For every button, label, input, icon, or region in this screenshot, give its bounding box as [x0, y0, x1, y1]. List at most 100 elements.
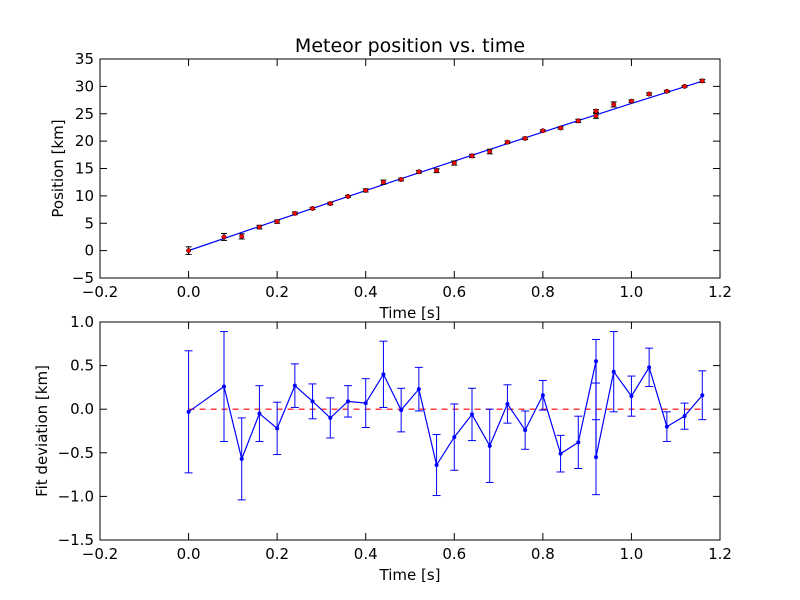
deviation-point: [346, 399, 350, 404]
chart-title: Meteor position vs. time: [295, 35, 525, 57]
deviation-point: [452, 435, 457, 440]
y-tick-label-top: 35: [75, 50, 94, 68]
deviation-point: [275, 426, 280, 431]
plot-area-top: [100, 59, 720, 278]
deviation-point: [363, 401, 368, 406]
position-point: [611, 101, 617, 107]
deviation-point: [328, 415, 333, 420]
deviation-point: [186, 409, 191, 414]
y-tick-label-bottom: 1.0: [70, 313, 94, 331]
position-point: [646, 91, 652, 97]
deviation-point: [416, 387, 421, 392]
position-points-series: [185, 78, 706, 255]
position-point: [256, 224, 262, 230]
deviation-point: [505, 401, 510, 406]
position-point: [699, 78, 705, 84]
y-tick-label-bottom: −1.5: [58, 531, 94, 549]
position-point: [628, 98, 634, 104]
y-tick-label-bottom: −0.5: [58, 444, 94, 462]
deviation-point: [576, 440, 581, 445]
position-point: [434, 168, 440, 174]
axis-ticks-top: −0.2 0.0 0.2 0.4 0.6 0.8 1.0 1.2 −5 0 5 10 15 20 25 30 3…: [72, 50, 732, 301]
position-point: [540, 128, 546, 134]
position-point: [221, 234, 227, 240]
position-point: [522, 135, 528, 141]
deviation-point: [540, 393, 545, 398]
position-point: [310, 206, 316, 211]
x-tick-label-bottom: 1.0: [619, 545, 643, 563]
x-tick-label-bottom: 0.0: [177, 545, 201, 563]
x-axis-label-bottom: Time [s]: [379, 566, 441, 584]
plot-frame-top: [99, 58, 721, 279]
position-point: [327, 201, 333, 206]
deviation-series: [184, 331, 707, 501]
deviation-point: [682, 414, 687, 419]
deviation-point: [239, 456, 244, 461]
x-tick-label-bottom: 0.2: [265, 545, 289, 563]
y-tick-label-top: 25: [75, 105, 94, 123]
deviation-point: [664, 424, 669, 429]
x-tick-label-top: 0.4: [354, 283, 378, 301]
y-tick-label-top: −5: [72, 269, 94, 287]
x-axis-label-top: Time [s]: [379, 304, 441, 322]
deviation-point: [470, 412, 474, 417]
x-tick-label-bottom: −0.2: [82, 545, 118, 563]
position-point: [363, 187, 369, 193]
position-point: [398, 177, 404, 182]
deviation-point: [292, 383, 297, 388]
x-tick-label-top: 0.6: [442, 283, 466, 301]
x-tick-label-bottom: 0.6: [442, 545, 466, 563]
x-tick-label-top: 1.0: [619, 283, 643, 301]
position-point: [664, 88, 670, 94]
position-point: [682, 83, 688, 89]
deviation-point: [594, 455, 598, 460]
plot-area-bottom: [100, 322, 720, 540]
y-tick-label-top: 30: [75, 77, 94, 95]
x-tick-label-bottom: 0.4: [354, 545, 378, 563]
position-point: [292, 210, 298, 216]
deviation-chart: Time [s] Fit deviation [km] −0.2 0.0 0.2 0.…: [33, 313, 732, 584]
position-point: [558, 125, 564, 131]
deviation-point: [399, 408, 404, 413]
deviation-point: [594, 359, 598, 364]
deviation-point: [257, 411, 262, 416]
position-point: [345, 193, 351, 199]
position-point: [239, 233, 245, 239]
position-point: [469, 153, 475, 159]
y-tick-label-bottom: −1.0: [58, 487, 94, 505]
deviation-line: [188, 361, 703, 467]
position-point: [504, 139, 510, 145]
y-tick-label-top: 0: [84, 242, 94, 260]
deviation-point: [487, 443, 492, 448]
y-tick-label-top: 15: [75, 160, 94, 178]
x-tick-label-top: 0.8: [531, 283, 555, 301]
position-chart: Meteor position vs. time Time [s] Positi…: [49, 35, 732, 322]
plot-frame-bottom: [99, 321, 721, 541]
x-tick-label-top: 0.0: [177, 283, 201, 301]
deviation-point: [700, 393, 705, 398]
deviation-point: [523, 428, 528, 433]
deviation-point: [558, 451, 563, 456]
position-point: [416, 169, 422, 175]
y-tick-label-top: 5: [84, 214, 94, 232]
position-point: [380, 179, 386, 185]
position-point: [186, 248, 192, 254]
deviation-point: [629, 394, 634, 399]
axis-ticks-bottom: −0.2 0.0 0.2 0.4 0.6 0.8 1.0 1.2 −1.5 −1.0 −0.5 0.0…: [58, 313, 732, 563]
x-tick-label-top: 1.2: [708, 283, 732, 301]
x-tick-label-bottom: 1.2: [708, 545, 732, 563]
position-point: [451, 160, 457, 166]
position-point: [593, 108, 599, 114]
y-tick-label-bottom: 0.5: [70, 357, 94, 375]
deviation-point: [647, 365, 652, 370]
deviation-point: [434, 463, 439, 468]
y-axis-label-top: Position [km]: [49, 119, 67, 217]
x-tick-label-bottom: 0.8: [531, 545, 555, 563]
y-tick-label-bottom: 0.0: [70, 400, 94, 418]
y-tick-label-top: 20: [75, 132, 94, 150]
y-tick-label-top: 10: [75, 187, 94, 205]
deviation-point: [611, 369, 616, 374]
y-axis-label-bottom: Fit deviation [km]: [33, 365, 51, 497]
deviation-point: [310, 399, 315, 404]
position-point: [575, 118, 581, 124]
